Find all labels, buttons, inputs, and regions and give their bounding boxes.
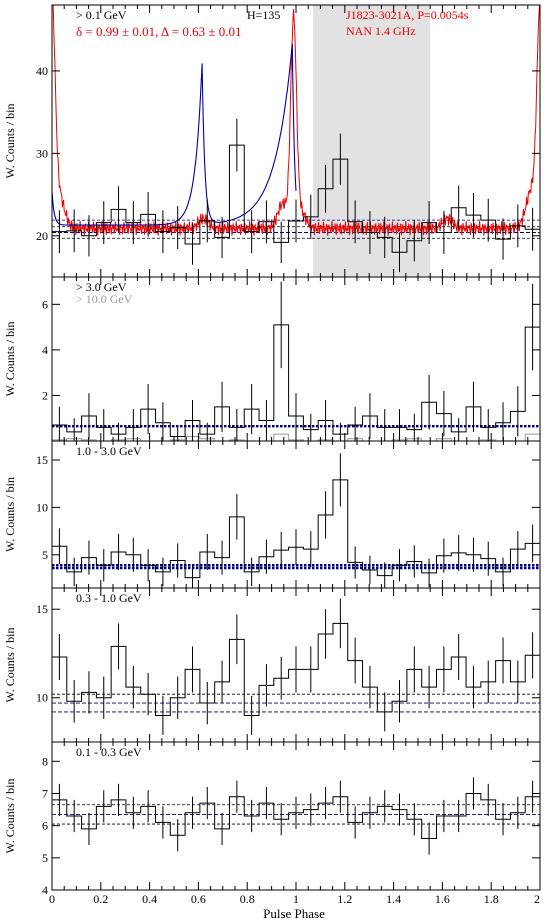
y-tick-label: 5	[42, 851, 48, 865]
source-label: J1823-3021A, P=0.0054s	[346, 8, 469, 22]
panel-plot-area	[52, 598, 540, 735]
panel-plot-area	[52, 777, 540, 855]
x-tick-label: 1.4	[386, 892, 401, 906]
y-tick-label: 8	[42, 754, 48, 768]
y-axis-label: W. Counts / bin	[3, 477, 17, 552]
counts-histogram	[52, 622, 540, 716]
x-tick-label: 1.8	[484, 892, 499, 906]
energy-band-label: 1.0 - 3.0 GeV	[76, 444, 142, 458]
y-axis-label: W. Counts / bin	[3, 779, 17, 854]
y-axis-label: W. Counts / bin	[3, 322, 17, 397]
x-tick-label: 0.2	[93, 892, 108, 906]
y-tick-label: 4	[42, 343, 48, 357]
y-tick-label: 10	[36, 691, 48, 705]
y-tick-label: 15	[36, 602, 48, 616]
y-tick-label: 30	[36, 146, 48, 160]
x-axis-label: Pulse Phase	[263, 906, 325, 921]
y-tick-label: 7	[42, 786, 48, 800]
x-tick-label: 1.2	[337, 892, 352, 906]
h-test-label: H=135	[247, 8, 280, 22]
y-axis-label: W. Counts / bin	[3, 104, 17, 179]
y-tick-label: 4	[42, 883, 48, 897]
panel-4: 10 15 W. Counts / bin 0.3 - 1.0 GeV	[3, 587, 541, 743]
highband-histogram	[52, 433, 540, 441]
y-tick-label: 6	[42, 819, 48, 833]
fit-model-line	[52, 43, 297, 226]
panel-5: 4 5 6 7 8 W. Counts / bin 0.1 - 0.3 GeV 0 0.2 0.4…	[3, 741, 541, 906]
counts-histogram	[52, 324, 540, 437]
radio-label: NAN 1.4 GHz	[346, 24, 416, 38]
y-tick-label: 15	[36, 453, 48, 467]
x-tick-label: 0.8	[240, 892, 255, 906]
x-tick-label: 0	[49, 892, 55, 906]
y-tick-label: 40	[36, 64, 48, 78]
panel-1: 20 30 40 W. Counts / bin > 0.1 GeV δ = 0.99 ±…	[3, 4, 541, 278]
y-tick-label: 10	[36, 500, 48, 514]
y-tick-label: 5	[42, 548, 48, 562]
x-tick-label: 0.6	[191, 892, 206, 906]
panel-3: 5 10 15 W. Counts / bin 1.0 - 3.0 GeV	[3, 440, 541, 589]
panel-plot-area	[52, 5, 540, 277]
y-axis-label: W. Counts / bin	[3, 628, 17, 703]
x-tick-label: 1	[293, 892, 299, 906]
y-tick-label: 20	[36, 229, 48, 243]
x-tick-label: 2	[534, 892, 540, 906]
energy-band-label: > 3.0 GeV	[76, 280, 127, 294]
energy-band-label: 0.1 - 0.3 GeV	[76, 745, 142, 759]
energy-band-label: 0.3 - 1.0 GeV	[76, 591, 142, 605]
fit-result-label: δ = 0.99 ± 0.01, Δ = 0.63 ± 0.01	[76, 24, 241, 39]
panel-2: 2 4 6 W. Counts / bin > 3.0 GeV> 10.0 GeV	[3, 276, 541, 442]
energy-band-label-high: > 10.0 GeV	[76, 292, 133, 306]
y-tick-label: 6	[42, 297, 48, 311]
panel-plot-area	[52, 453, 540, 588]
x-tick-label: 0.4	[142, 892, 157, 906]
offpulse-region	[313, 5, 431, 277]
counts-histogram	[52, 792, 540, 840]
energy-band-label: > 0.1 GeV	[76, 8, 127, 22]
panel-plot-area	[52, 281, 540, 441]
y-tick-label: 2	[42, 388, 48, 402]
x-tick-label: 1.6	[435, 892, 450, 906]
